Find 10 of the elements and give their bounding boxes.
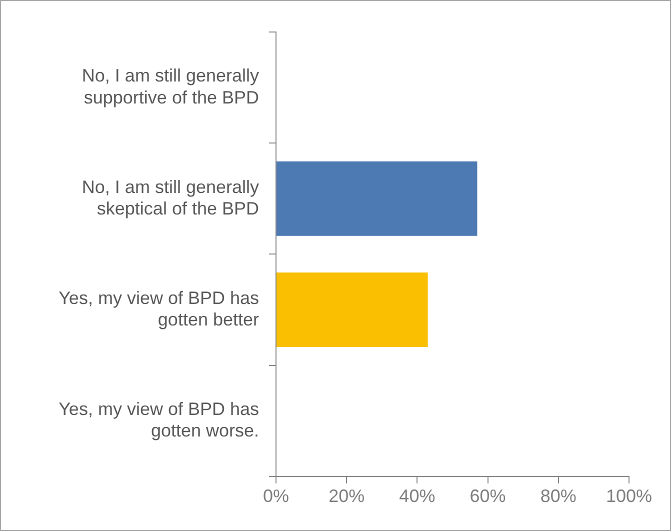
x-tick-label: 40% [399, 486, 436, 506]
x-tick-label: 60% [470, 486, 506, 506]
y-tick-label: Yes, my view of BPD has gotten better [58, 288, 259, 330]
y-tick-label: No, I am still generally supportive of the BPD [82, 66, 259, 108]
x-tick-label: 80% [540, 486, 576, 506]
y-tick-label: Yes, my view of BPD has gotten worse. [58, 399, 259, 441]
x-tick-label: 20% [328, 486, 365, 506]
x-tick-label: 100% [606, 486, 652, 506]
y-tick-label: No, I am still generally skeptical of the BPD [82, 176, 259, 218]
x-tick-label: 0% [262, 486, 290, 506]
